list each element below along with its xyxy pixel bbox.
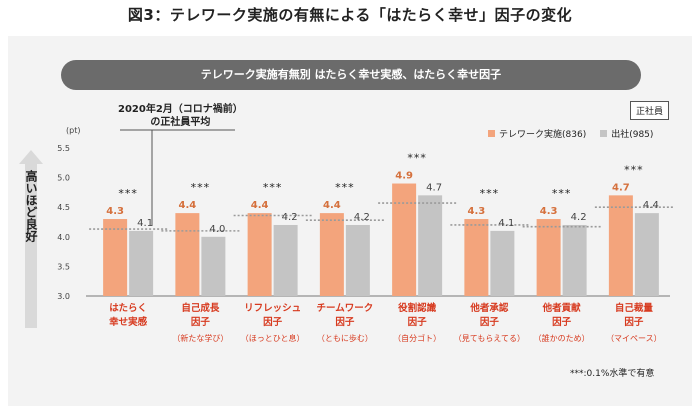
legend-swatch-telework xyxy=(488,130,495,137)
category-label-line1: はたらく xyxy=(109,303,147,314)
significance-marker: *** xyxy=(407,152,427,165)
category-label-line2: 幸せ実感 xyxy=(109,316,148,328)
bar-telework xyxy=(608,195,633,296)
category-label-line2: 因子 xyxy=(191,317,211,328)
data-label-telework: 4.3 xyxy=(468,206,486,217)
legend-item-office: 出社(985) xyxy=(600,127,653,140)
employee-type-badge: 正社員 xyxy=(630,101,670,120)
category-label-line2: 因子 xyxy=(552,317,572,328)
bar-telework xyxy=(103,219,128,296)
category-label-line1: 役割認識 xyxy=(397,302,437,314)
y-tick-label: 3.0 xyxy=(57,292,70,301)
y-axis-label: 高いほど良好 xyxy=(24,170,38,242)
y-tick-label: 4.5 xyxy=(57,203,70,212)
data-label-office: 4.0 xyxy=(209,224,225,235)
bar-telework xyxy=(247,213,272,296)
bar-office xyxy=(345,224,370,296)
data-label-telework: 4.4 xyxy=(179,200,197,211)
category-label-line1: 他者貢献 xyxy=(542,302,582,314)
data-label-telework: 4.4 xyxy=(251,200,269,211)
category-label-line1: 自己成長 xyxy=(181,302,220,314)
bar-office xyxy=(418,195,443,296)
bar-office xyxy=(129,230,154,296)
significance-marker: *** xyxy=(480,187,500,200)
category-sublabel: （ともに歩む） xyxy=(317,333,373,343)
significance-marker: *** xyxy=(335,181,355,194)
category-sublabel: （マイペース） xyxy=(606,334,662,343)
y-axis-label-box: 高いほど良好 xyxy=(19,150,43,328)
category-label-line2: 因子 xyxy=(624,317,644,328)
category-sublabel: （自分ゴト） xyxy=(393,333,441,343)
data-label-telework: 4.4 xyxy=(323,200,341,211)
category-label-line1: チームワーク xyxy=(317,303,374,314)
data-label-office: 4.1 xyxy=(137,218,153,229)
y-tick-label: 5.5 xyxy=(57,144,70,153)
data-label-office: 4.2 xyxy=(354,212,370,223)
chart-subtitle: テレワーク実施有無別 はたらく幸せ実感、はたらく幸せ因子 xyxy=(61,60,641,90)
category-label-line2: 因子 xyxy=(408,317,428,328)
significance-marker: *** xyxy=(624,163,644,176)
y-unit-label: (pt) xyxy=(66,126,80,135)
bar-telework xyxy=(392,183,417,296)
category-sublabel: （誰かのため） xyxy=(534,333,590,343)
significance-marker: *** xyxy=(552,187,572,200)
y-tick-label: 4.0 xyxy=(57,233,70,242)
significance-marker: *** xyxy=(118,187,138,200)
bar-office xyxy=(201,236,226,296)
data-label-telework: 4.3 xyxy=(106,206,124,217)
category-label-line1: リフレッシュ xyxy=(244,303,301,314)
baseline-note-line1: 2020年2月（コロナ禍前） xyxy=(118,104,243,115)
significance-marker: *** xyxy=(263,181,283,194)
baseline-note-line2: の正社員平均 xyxy=(150,117,211,128)
bar-office xyxy=(490,230,515,296)
legend-swatch-office xyxy=(600,130,608,137)
data-label-telework: 4.7 xyxy=(612,182,630,193)
data-label-telework: 4.9 xyxy=(395,171,413,182)
legend: テレワーク実施(836) 出社(985) xyxy=(488,127,653,140)
significance-marker: *** xyxy=(191,181,211,194)
category-label-line1: 他者承認 xyxy=(469,302,509,314)
data-label-office: 4.2 xyxy=(282,212,298,223)
category-label-line2: 因子 xyxy=(263,317,283,328)
data-label-office: 4.4 xyxy=(643,200,659,211)
data-label-office: 4.7 xyxy=(426,182,442,193)
category-sublabel: （見てもらえてる） xyxy=(454,334,525,343)
legend-label-office: 出社(985) xyxy=(611,130,654,140)
data-label-office: 4.2 xyxy=(571,212,587,223)
legend-label-telework: テレワーク実施(836) xyxy=(499,130,587,140)
data-label-office: 4.1 xyxy=(498,218,514,229)
bar-telework xyxy=(175,213,200,296)
y-tick-label: 5.0 xyxy=(57,174,70,183)
data-label-telework: 4.3 xyxy=(540,206,558,217)
legend-item-telework: テレワーク実施(836) xyxy=(488,127,586,140)
significance-footnote: ***:0.1%水準で有意 xyxy=(570,369,655,379)
bar-telework xyxy=(319,213,344,296)
category-label-line1: 自己裁量 xyxy=(615,302,654,314)
bar-telework xyxy=(536,219,561,296)
bar-office xyxy=(562,224,587,296)
category-label-line2: 因子 xyxy=(335,317,355,328)
category-sublabel: （ほっとひと息） xyxy=(241,333,305,343)
bar-telework xyxy=(464,219,489,296)
bar-office xyxy=(634,213,659,296)
bar-office xyxy=(273,224,298,296)
y-tick-label: 3.5 xyxy=(57,262,70,271)
category-sublabel: （新たな学び） xyxy=(172,333,228,343)
category-label-line2: 因子 xyxy=(480,317,500,328)
up-arrow-icon xyxy=(19,150,43,328)
figure-title: 図3：テレワーク実施の有無による「はたらく幸せ」因子の変化 xyxy=(127,6,573,24)
baseline-note: 2020年2月（コロナ禍前） の正社員平均 xyxy=(118,103,243,129)
